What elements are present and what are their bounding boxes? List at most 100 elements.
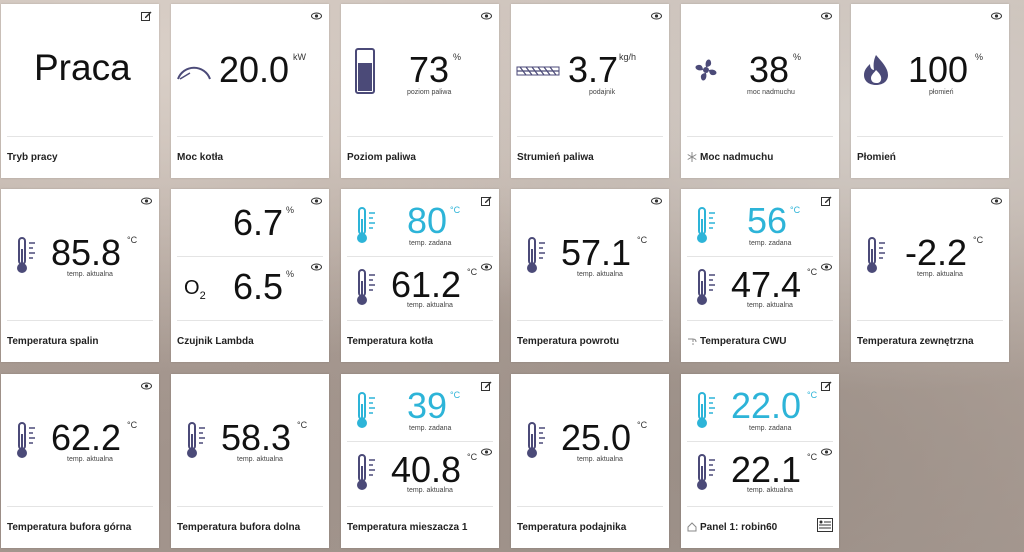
blower-value: 38 — [749, 49, 790, 90]
lambda-value-2: 6.5 — [233, 266, 284, 307]
thermometer-set-icon — [357, 392, 375, 428]
tile-strumien-paliwa[interactable]: 3.7 kg/h podajnik Strumień paliwa — [511, 4, 669, 178]
divider — [347, 256, 493, 257]
tile-footer: Temperatura zewnętrzna — [857, 320, 1003, 362]
tile-poziom-paliwa[interactable]: 73 % poziom paliwa Poziom paliwa — [341, 4, 499, 178]
thermometer-icon — [357, 269, 375, 305]
edit-icon[interactable] — [481, 196, 492, 206]
eye-icon[interactable] — [821, 11, 832, 21]
tile-footer: Strumień paliwa — [517, 136, 663, 178]
mixer-set-unit: °C — [450, 390, 461, 400]
tile-bufor-gorna[interactable]: 62.2 °C temp. aktualna Temperatura bufor… — [1, 374, 159, 548]
buffer-top-unit: °C — [127, 420, 138, 430]
eye-icon[interactable] — [651, 196, 662, 206]
divider — [347, 441, 493, 442]
panel-set-value[interactable]: 22.0 — [731, 385, 802, 426]
tile-footer: Temperatura spalin — [7, 320, 153, 362]
mixer-set-value[interactable]: 39 — [407, 385, 448, 426]
dhw-temp-value: 47.4 — [731, 264, 802, 305]
thermometer-set-icon — [697, 207, 715, 243]
boiler-set-value[interactable]: 80 — [407, 200, 448, 241]
return-temp-unit: °C — [637, 235, 648, 245]
tile-footer: Temperatura mieszacza 1 — [347, 506, 493, 548]
thermometer-icon — [867, 237, 885, 273]
thermometer-icon — [697, 269, 715, 305]
thermometer-icon — [527, 237, 545, 273]
tile-footer: Temperatura kotła — [347, 320, 493, 362]
edit-icon[interactable] — [141, 11, 152, 21]
tile-lambda[interactable]: 6.7 % O2 6.5 % Czujnik Lambda — [171, 189, 329, 362]
tile-footer: Poziom paliwa — [347, 136, 493, 178]
tile-tryb-pracy[interactable]: Praca Tryb pracy — [1, 4, 159, 178]
boiler-temp-sub: temp. aktualna — [407, 302, 453, 309]
fuel-flow-sub: podajnik — [589, 89, 616, 96]
tile-label-text: Panel 1: robin60 — [700, 522, 778, 533]
eye-icon[interactable] — [821, 262, 832, 272]
tile-moc-kotla[interactable]: 20.0 kW Moc kotła — [171, 4, 329, 178]
eye-icon[interactable] — [311, 262, 322, 272]
flame-unit: % — [975, 52, 984, 62]
dhw-set-value[interactable]: 56 — [747, 200, 788, 241]
snowflake-icon — [687, 152, 697, 163]
tile-temp-cwu[interactable]: 56 °C temp. zadana 47.4 °C temp. aktualn… — [681, 189, 839, 362]
eye-icon[interactable] — [141, 196, 152, 206]
tile-footer: Tryb pracy — [7, 136, 153, 178]
power-unit: kW — [293, 52, 306, 62]
tile-plomien[interactable]: 100 % płomień Płomień — [851, 4, 1009, 178]
eye-icon[interactable] — [311, 196, 322, 206]
tile-panel-1[interactable]: 22.0 °C temp. zadana 22.1 °C temp. aktua… — [681, 374, 839, 548]
eye-icon[interactable] — [651, 11, 662, 21]
buffer-bottom-sub: temp. aktualna — [237, 456, 283, 463]
thermometer-icon — [697, 454, 715, 490]
tile-label: Poziom paliwa — [347, 152, 416, 163]
tile-label: Temperatura bufora górna — [7, 522, 132, 533]
tile-label: Temperatura CWU — [687, 336, 787, 347]
tile-footer: Czujnik Lambda — [177, 320, 323, 362]
thermometer-icon — [357, 454, 375, 490]
fuel-level-unit: % — [453, 52, 462, 62]
eye-icon[interactable] — [821, 447, 832, 457]
edit-icon[interactable] — [821, 196, 832, 206]
tile-label: Temperatura powrotu — [517, 336, 620, 347]
thermometer-icon — [17, 237, 35, 273]
flue-temp-sub: temp. aktualna — [67, 271, 113, 278]
boiler-set-sub: temp. zadana — [409, 240, 452, 247]
tile-moc-nadmuchu[interactable]: 38 % moc nadmuchu Moc nadmuchu — [681, 4, 839, 178]
o2-letter: O — [184, 277, 200, 299]
panel-settings-icon[interactable] — [817, 518, 833, 532]
tile-temp-zewnetrzna[interactable]: -2.2 °C temp. aktualna Temperatura zewnę… — [851, 189, 1009, 362]
mixer-temp-unit: °C — [467, 452, 478, 462]
eye-icon[interactable] — [141, 381, 152, 391]
tile-label: Panel 1: robin60 — [687, 522, 777, 533]
buffer-top-sub: temp. aktualna — [67, 456, 113, 463]
tile-temp-spalin[interactable]: 85.8 °C temp. aktualna Temperatura spali… — [1, 189, 159, 362]
lambda-value-1: 6.7 — [233, 202, 284, 243]
lambda-unit-2: % — [286, 269, 295, 279]
edit-icon[interactable] — [481, 381, 492, 391]
eye-icon[interactable] — [481, 447, 492, 457]
thermometer-icon — [527, 422, 545, 458]
tile-temp-kotla[interactable]: 80 °C temp. zadana 61.2 °C temp. aktualn… — [341, 189, 499, 362]
eye-icon[interactable] — [991, 196, 1002, 206]
edit-icon[interactable] — [821, 381, 832, 391]
auger-icon — [516, 66, 560, 76]
eye-icon[interactable] — [481, 11, 492, 21]
eye-icon[interactable] — [481, 262, 492, 272]
eye-icon[interactable] — [991, 11, 1002, 21]
thermometer-icon — [17, 422, 35, 458]
tile-temp-powrotu[interactable]: 57.1 °C temp. aktualna Temperatura powro… — [511, 189, 669, 362]
power-value: 20.0 — [219, 49, 290, 90]
tile-mieszacz-1[interactable]: 39 °C temp. zadana 40.8 °C temp. aktualn… — [341, 374, 499, 548]
panel-temp-sub: temp. aktualna — [747, 487, 793, 494]
o2-symbol: O2 — [184, 277, 206, 302]
eye-icon[interactable] — [311, 11, 322, 21]
tile-label: Moc kotła — [177, 152, 224, 163]
tile-label: Strumień paliwa — [517, 152, 594, 163]
tile-footer: Temperatura bufora górna — [7, 506, 153, 548]
divider — [687, 441, 833, 442]
tile-bufor-dolna[interactable]: 58.3 °C temp. aktualna Temperatura bufor… — [171, 374, 329, 548]
tile-temp-podajnika[interactable]: 25.0 °C temp. aktualna Temperatura podaj… — [511, 374, 669, 548]
tile-footer: Panel 1: robin60 — [687, 506, 833, 548]
panel-set-sub: temp. zadana — [749, 425, 792, 432]
dhw-temp-sub: temp. aktualna — [747, 302, 793, 309]
